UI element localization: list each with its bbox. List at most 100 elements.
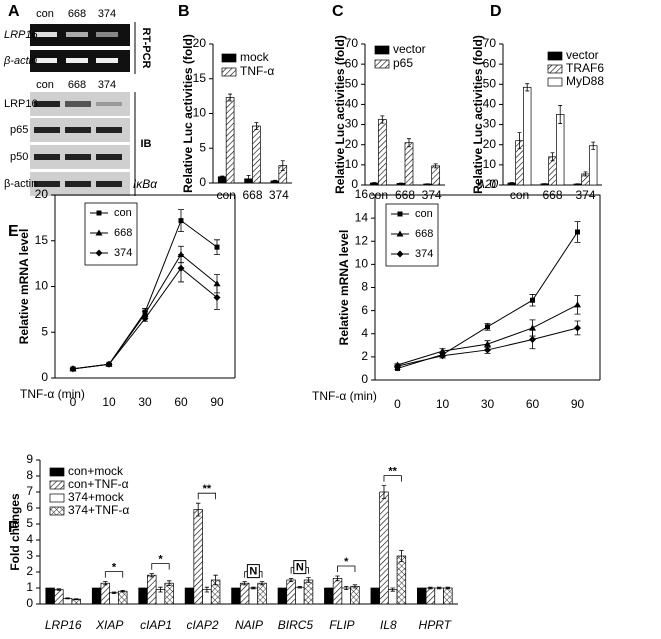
y-tick-label: 10	[35, 279, 49, 293]
bar	[287, 580, 296, 604]
y-tick-label: 10	[355, 257, 369, 271]
legend-swatch	[375, 46, 389, 54]
line	[73, 221, 217, 369]
y-tick-label: 1	[26, 580, 33, 594]
band	[35, 32, 57, 37]
bar	[147, 575, 156, 604]
y-tick-label: 8	[26, 468, 33, 482]
bar	[258, 583, 267, 604]
chart-title: IκBα	[133, 177, 158, 191]
y-tick-label: 3	[26, 548, 33, 562]
x-tick-label: cIAP2	[187, 618, 219, 632]
x-tick-label: IL8	[380, 618, 397, 632]
marker	[179, 218, 184, 223]
legend-swatch	[50, 468, 64, 476]
x-tick-label: 0	[70, 395, 77, 409]
band	[65, 181, 91, 187]
y-tick-label: 0	[26, 596, 33, 610]
legend-marker	[398, 212, 403, 217]
method-label: IB	[141, 138, 152, 150]
legend-label: vector	[393, 42, 426, 56]
x-tick-label: 10	[436, 397, 450, 411]
bar	[435, 588, 444, 604]
bar	[118, 591, 127, 604]
lane-label: con	[36, 79, 54, 91]
bar	[101, 583, 110, 604]
marker	[574, 301, 581, 307]
y-tick-label: 4	[361, 326, 368, 340]
y-tick-label: 0	[199, 175, 206, 189]
legend-label: con+TNF-α	[68, 477, 129, 491]
legend-label: 374	[114, 247, 132, 259]
annotation: **	[203, 483, 212, 495]
legend-marker	[96, 250, 103, 257]
axis	[55, 195, 235, 378]
band	[96, 154, 122, 160]
y-tick-label: 5	[26, 516, 33, 530]
annotation: *	[344, 556, 349, 568]
x-tick-label: LRP16	[45, 618, 82, 632]
gene-label: LRP16	[4, 29, 39, 41]
bar	[380, 492, 389, 604]
y-axis-label: Relative mRNA level	[337, 230, 351, 346]
bar	[295, 587, 304, 604]
bar	[92, 588, 101, 604]
y-tick-label: 7	[26, 484, 33, 498]
protein-label: β-actin	[4, 178, 37, 190]
blots	[30, 92, 130, 196]
legend-marker	[397, 251, 404, 258]
legend-label: TRAF6	[566, 61, 604, 75]
legend-swatch	[222, 54, 236, 62]
y-tick-label: 2	[26, 564, 33, 578]
bar	[378, 120, 386, 185]
bar	[351, 586, 360, 604]
annotation: N	[249, 566, 257, 578]
x-tick-label: 668	[242, 188, 262, 202]
annotation: N	[296, 562, 304, 574]
band	[34, 101, 60, 107]
band	[34, 127, 60, 133]
legend-label: MyD88	[566, 74, 604, 88]
x-tick-label: 60	[526, 397, 540, 411]
y-axis-label: Fold changes	[8, 493, 22, 571]
bar	[139, 588, 148, 604]
marker	[575, 230, 580, 235]
band	[65, 127, 91, 133]
legend-label: 668	[114, 227, 132, 239]
y-axis-label: Relative Luc activities (fold)	[333, 35, 347, 194]
legend-swatch	[50, 481, 64, 489]
legend-swatch	[50, 494, 64, 502]
band	[34, 154, 60, 160]
y-axis-label: Relative Luc activities (fold)	[181, 34, 195, 193]
bar	[371, 588, 380, 604]
y-tick-label: 5	[41, 324, 48, 338]
x-tick-label: cIAP1	[140, 618, 172, 632]
bar	[110, 593, 119, 604]
legend-label: mock	[240, 50, 270, 64]
legend-swatch	[375, 60, 389, 68]
x-tick-label: BIRC5	[278, 618, 314, 632]
y-tick-label: 0	[361, 372, 368, 386]
x-tick-label: XIAP	[95, 618, 123, 632]
legend-label: con	[415, 208, 433, 220]
bar	[278, 588, 287, 604]
legend-label: TNF-α	[240, 64, 274, 78]
y-axis-label: Relative mRNA level	[17, 229, 31, 345]
legend-label: p65	[393, 56, 413, 70]
annotation: **	[388, 466, 397, 478]
bar	[397, 556, 406, 604]
marker	[530, 298, 535, 303]
marker	[485, 324, 490, 329]
panel-label: A	[8, 3, 20, 20]
legend-label: con	[114, 207, 132, 219]
bar	[443, 588, 452, 604]
bar	[194, 510, 203, 604]
bar	[226, 98, 234, 183]
y-tick-label: 20	[35, 187, 49, 201]
protein-label: LRP16	[4, 98, 38, 110]
protein-label: p65	[10, 124, 28, 136]
lane-label: 374	[98, 8, 116, 20]
y-tick-label: 0	[41, 370, 48, 384]
panel-label: D	[490, 3, 502, 20]
